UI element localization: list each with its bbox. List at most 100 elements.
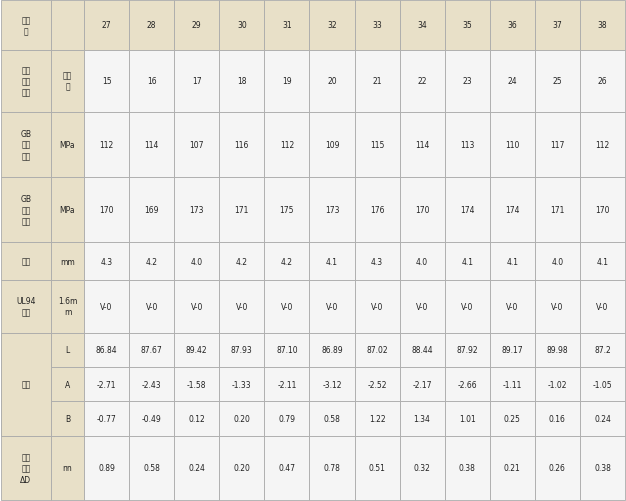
Bar xyxy=(51,112,84,178)
Bar xyxy=(84,367,129,402)
Bar xyxy=(264,402,309,436)
Bar xyxy=(490,436,535,500)
Bar xyxy=(444,1,490,51)
Text: -0.49: -0.49 xyxy=(141,414,162,423)
Text: 112: 112 xyxy=(100,140,114,149)
Text: V-0: V-0 xyxy=(597,302,608,311)
Bar xyxy=(444,436,490,500)
Bar xyxy=(444,333,490,367)
Bar xyxy=(174,367,219,402)
Bar xyxy=(84,178,129,243)
Bar xyxy=(84,51,129,112)
Bar xyxy=(444,281,490,333)
Text: 38: 38 xyxy=(598,22,607,31)
Text: V-0: V-0 xyxy=(100,302,113,311)
Text: 173: 173 xyxy=(325,206,339,215)
Text: 31: 31 xyxy=(282,22,292,31)
Text: 19: 19 xyxy=(282,77,292,86)
Bar xyxy=(1,436,51,500)
Bar xyxy=(535,51,580,112)
Text: 4.1: 4.1 xyxy=(326,258,338,266)
Text: 实施
例: 实施 例 xyxy=(21,16,31,36)
Text: 0.79: 0.79 xyxy=(279,414,295,423)
Bar xyxy=(354,402,399,436)
Bar xyxy=(174,436,219,500)
Bar xyxy=(84,1,129,51)
Text: GB
拉伸
强度: GB 拉伸 强度 xyxy=(21,129,31,161)
Text: 4.1: 4.1 xyxy=(597,258,608,266)
Bar xyxy=(309,178,354,243)
Text: 1.22: 1.22 xyxy=(369,414,386,423)
Bar xyxy=(129,333,174,367)
Bar xyxy=(264,51,309,112)
Text: 86.89: 86.89 xyxy=(321,346,343,355)
Text: V-0: V-0 xyxy=(506,302,518,311)
Text: -1.58: -1.58 xyxy=(187,380,207,389)
Text: 87.2: 87.2 xyxy=(594,346,611,355)
Bar xyxy=(1,402,51,436)
Bar xyxy=(535,402,580,436)
Bar xyxy=(51,436,84,500)
Bar xyxy=(580,333,625,367)
Text: 29: 29 xyxy=(192,22,202,31)
Text: -0.77: -0.77 xyxy=(96,414,116,423)
Text: 4.0: 4.0 xyxy=(191,258,203,266)
Bar xyxy=(84,402,129,436)
Bar xyxy=(309,243,354,281)
Text: 114: 114 xyxy=(415,140,429,149)
Text: V-0: V-0 xyxy=(235,302,248,311)
Text: 0.32: 0.32 xyxy=(414,463,431,472)
Text: V-0: V-0 xyxy=(280,302,293,311)
Text: 26: 26 xyxy=(598,77,607,86)
Bar xyxy=(84,333,129,367)
Text: 18: 18 xyxy=(237,77,247,86)
Bar xyxy=(174,402,219,436)
Bar xyxy=(219,51,264,112)
Text: MPa: MPa xyxy=(59,206,75,215)
Text: V-0: V-0 xyxy=(190,302,203,311)
Text: 20: 20 xyxy=(327,77,337,86)
Bar xyxy=(129,1,174,51)
Bar xyxy=(264,243,309,281)
Bar xyxy=(51,178,84,243)
Text: 86.84: 86.84 xyxy=(96,346,117,355)
Text: 0.25: 0.25 xyxy=(504,414,521,423)
Bar xyxy=(264,1,309,51)
Text: 112: 112 xyxy=(280,140,294,149)
Bar xyxy=(1,367,51,402)
Bar xyxy=(219,333,264,367)
Bar xyxy=(399,243,444,281)
Bar xyxy=(354,112,399,178)
Bar xyxy=(51,243,84,281)
Bar xyxy=(51,333,84,367)
Bar xyxy=(535,281,580,333)
Text: 0.20: 0.20 xyxy=(233,463,250,472)
Bar xyxy=(1,178,51,243)
Bar xyxy=(51,281,84,333)
Bar xyxy=(219,178,264,243)
Bar xyxy=(264,333,309,367)
Bar xyxy=(399,112,444,178)
Bar xyxy=(399,402,444,436)
Bar xyxy=(219,436,264,500)
Bar xyxy=(309,367,354,402)
Text: 0.78: 0.78 xyxy=(324,463,341,472)
Bar xyxy=(129,243,174,281)
Text: V-0: V-0 xyxy=(461,302,473,311)
Text: 87.67: 87.67 xyxy=(141,346,163,355)
Text: MPa: MPa xyxy=(59,140,75,149)
Text: B: B xyxy=(65,414,70,423)
Text: 0.16: 0.16 xyxy=(549,414,566,423)
Bar xyxy=(174,112,219,178)
Text: 4.3: 4.3 xyxy=(101,258,113,266)
Text: -2.66: -2.66 xyxy=(458,380,477,389)
Bar xyxy=(1,333,51,436)
Bar xyxy=(129,367,174,402)
Text: A: A xyxy=(65,380,70,389)
Bar xyxy=(399,51,444,112)
Text: 添加
剂组
合物: 添加 剂组 合物 xyxy=(21,66,31,97)
Bar xyxy=(354,51,399,112)
Bar xyxy=(129,402,174,436)
Bar xyxy=(580,112,625,178)
Bar xyxy=(490,402,535,436)
